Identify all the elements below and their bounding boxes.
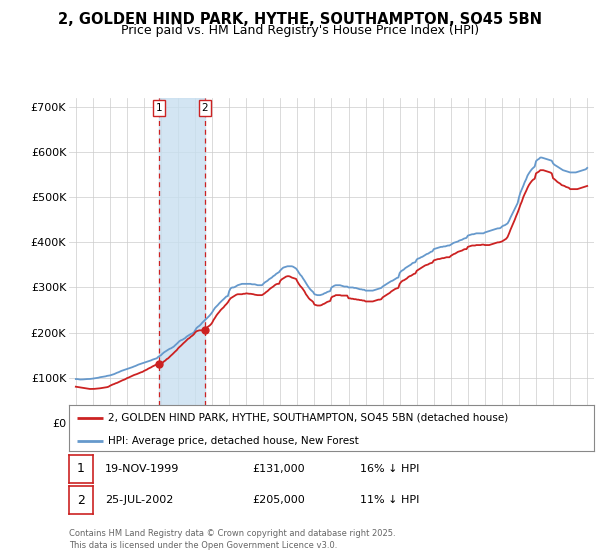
Text: 2: 2 (77, 493, 85, 507)
Text: £205,000: £205,000 (252, 495, 305, 505)
Text: HPI: Average price, detached house, New Forest: HPI: Average price, detached house, New … (109, 436, 359, 446)
Text: 2: 2 (202, 103, 208, 113)
Text: 16% ↓ HPI: 16% ↓ HPI (360, 464, 419, 474)
Bar (159, 98, 205, 423)
Text: 1: 1 (156, 103, 163, 113)
Text: 1: 1 (77, 462, 85, 475)
Text: 25-JUL-2002: 25-JUL-2002 (105, 495, 173, 505)
Text: £131,000: £131,000 (252, 464, 305, 474)
Text: 2, GOLDEN HIND PARK, HYTHE, SOUTHAMPTON, SO45 5BN (detached house): 2, GOLDEN HIND PARK, HYTHE, SOUTHAMPTON,… (109, 413, 509, 423)
Text: Price paid vs. HM Land Registry's House Price Index (HPI): Price paid vs. HM Land Registry's House … (121, 24, 479, 38)
Text: 19-NOV-1999: 19-NOV-1999 (105, 464, 179, 474)
Text: 2, GOLDEN HIND PARK, HYTHE, SOUTHAMPTON, SO45 5BN: 2, GOLDEN HIND PARK, HYTHE, SOUTHAMPTON,… (58, 12, 542, 27)
Text: 11% ↓ HPI: 11% ↓ HPI (360, 495, 419, 505)
Text: Contains HM Land Registry data © Crown copyright and database right 2025.
This d: Contains HM Land Registry data © Crown c… (69, 529, 395, 550)
